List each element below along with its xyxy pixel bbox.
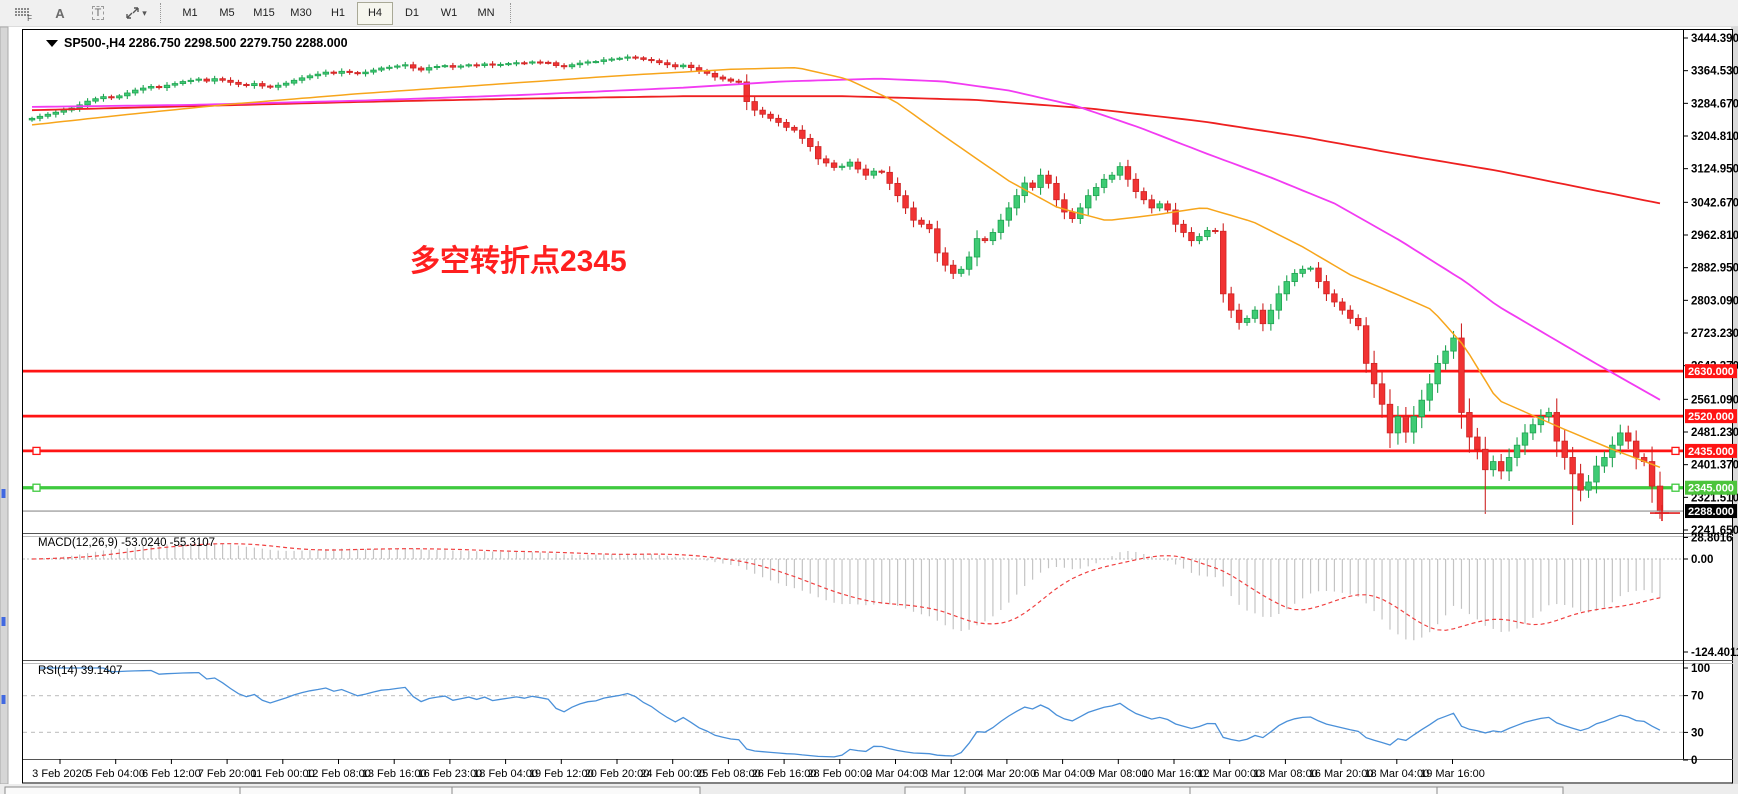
letter-a-icon: A xyxy=(55,5,65,21)
text-label-tool-button[interactable]: A xyxy=(42,2,78,25)
rsi-panel: 100 70 30 0 xyxy=(23,663,1710,767)
svg-text:2435.000: 2435.000 xyxy=(1688,446,1734,458)
svg-text:19 Mar 16:00: 19 Mar 16:00 xyxy=(1420,768,1485,780)
svg-text:3 Feb 2020: 3 Feb 2020 xyxy=(32,768,88,780)
svg-text:19 Feb 12:00: 19 Feb 12:00 xyxy=(529,768,594,780)
annotation-text[interactable]: 多空转折点2345 xyxy=(410,245,627,278)
ma-slow-red xyxy=(31,95,1661,205)
chevron-down-icon: ▾ xyxy=(142,7,147,18)
timeframe-button-h4[interactable]: H4 xyxy=(357,1,393,25)
svg-text:2962.810: 2962.810 xyxy=(1691,230,1738,242)
rsi-label: RSI(14) 39.1407 xyxy=(38,665,122,677)
timeframe-button-mn[interactable]: MN xyxy=(477,7,495,19)
svg-text:30: 30 xyxy=(1691,727,1704,739)
svg-text:2481.230: 2481.230 xyxy=(1691,427,1738,439)
price-badges: 2630.000 2520.000 2435.000 2345.000 2288.000 xyxy=(1685,364,1737,519)
svg-text:24 Feb 00:00: 24 Feb 00:00 xyxy=(640,768,705,780)
diagonal-arrows-icon xyxy=(126,7,139,19)
candlesticks xyxy=(28,54,1664,525)
svg-text:3444.390: 3444.390 xyxy=(1691,33,1738,45)
svg-text:13 Mar 08:00: 13 Mar 08:00 xyxy=(1253,768,1318,780)
symbol-dropdown-triangle[interactable] xyxy=(46,40,58,47)
svg-text:16 Feb 23:00: 16 Feb 23:00 xyxy=(417,768,482,780)
timeframe-button-w1[interactable]: W1 xyxy=(440,7,458,19)
ma-fast-orange xyxy=(31,66,1661,469)
timeframe-button-d1[interactable]: D1 xyxy=(404,7,420,19)
svg-text:2345.000: 2345.000 xyxy=(1688,483,1734,495)
bottom-tab-1[interactable] xyxy=(4,786,701,794)
svg-text:2630.000: 2630.000 xyxy=(1688,366,1734,378)
svg-text:6 Mar 04:00: 6 Mar 04:00 xyxy=(1033,768,1092,780)
moving-averages xyxy=(31,66,1661,469)
arrows-tool-button[interactable]: ▾ xyxy=(118,2,154,25)
text-tool-button[interactable]: T xyxy=(80,2,116,25)
svg-text:3 Mar 12:00: 3 Mar 12:00 xyxy=(922,768,981,780)
svg-text:3284.670: 3284.670 xyxy=(1691,98,1738,110)
timeframe-button-m15[interactable]: M15 xyxy=(253,7,275,19)
timeframe-button-m30[interactable]: M30 xyxy=(290,7,312,19)
svg-text:7 Feb 20:00: 7 Feb 20:00 xyxy=(198,768,257,780)
svg-text:12 Feb 08:00: 12 Feb 08:00 xyxy=(306,768,371,780)
chart-title: SP500-,H4 2286.750 2298.500 2279.750 228… xyxy=(64,36,348,50)
svg-text:5 Feb 04:00: 5 Feb 04:00 xyxy=(86,768,145,780)
toolbar: F A T ▾ M1 M5 M15 M30 H1 H4 D1 W1 MN xyxy=(0,0,1738,27)
macd-label: MACD(12,26,9) -53.0240 -55.3107 xyxy=(38,537,215,549)
svg-text:0: 0 xyxy=(1691,755,1697,767)
svg-text:13 Feb 16:00: 13 Feb 16:00 xyxy=(362,768,427,780)
svg-text:2321.510: 2321.510 xyxy=(1691,492,1738,504)
svg-text:6 Feb 12:00: 6 Feb 12:00 xyxy=(142,768,201,780)
svg-text:26 Feb 16:00: 26 Feb 16:00 xyxy=(752,768,817,780)
svg-text:3364.530: 3364.530 xyxy=(1691,66,1738,78)
svg-text:2520.000: 2520.000 xyxy=(1688,411,1734,423)
svg-text:20 Feb 20:00: 20 Feb 20:00 xyxy=(585,768,650,780)
svg-text:3042.670: 3042.670 xyxy=(1691,197,1738,209)
svg-text:3204.810: 3204.810 xyxy=(1691,131,1738,143)
svg-text:2241.650: 2241.650 xyxy=(1691,525,1738,537)
dot-grid-icon: F xyxy=(14,6,32,23)
toolbar-separator xyxy=(160,3,166,23)
timeframe-button-group: M1 M5 M15 M30 H1 H4 D1 W1 MN xyxy=(172,1,504,25)
svg-text:11 Feb 00:00: 11 Feb 00:00 xyxy=(251,768,315,780)
grid-pattern-icon[interactable]: F xyxy=(4,2,40,25)
svg-text:2803.090: 2803.090 xyxy=(1691,295,1738,307)
svg-text:2401.370: 2401.370 xyxy=(1691,460,1738,472)
letter-t-boxed-icon: T xyxy=(91,6,105,20)
macd-axis: 28.8016 0.00 -124.4011 xyxy=(1683,532,1738,659)
toolbar-separator xyxy=(510,3,516,23)
svg-text:12 Mar 00:00: 12 Mar 00:00 xyxy=(1197,768,1262,780)
svg-text:2561.090: 2561.090 xyxy=(1691,394,1738,406)
svg-text:2723.230: 2723.230 xyxy=(1691,328,1738,340)
svg-text:10 Mar 16:00: 10 Mar 16:00 xyxy=(1142,768,1207,780)
svg-text:18 Mar 04:00: 18 Mar 04:00 xyxy=(1364,768,1429,780)
macd-panel xyxy=(23,542,1683,641)
macd-signal-line xyxy=(31,543,1661,631)
svg-text:70: 70 xyxy=(1691,691,1704,703)
svg-text:0.00: 0.00 xyxy=(1691,554,1713,566)
svg-text:4 Mar 20:00: 4 Mar 20:00 xyxy=(978,768,1037,780)
chart-window-frame xyxy=(0,26,1738,794)
svg-text:2288.000: 2288.000 xyxy=(1688,506,1734,518)
svg-text:25 Feb 08:00: 25 Feb 08:00 xyxy=(696,768,761,780)
timeframe-button-h1[interactable]: H1 xyxy=(330,7,346,19)
svg-text:18 Feb 04:00: 18 Feb 04:00 xyxy=(473,768,538,780)
timeframe-button-m1[interactable]: M1 xyxy=(182,7,198,19)
bottom-tab-2[interactable] xyxy=(904,786,1564,794)
svg-text:3124.950: 3124.950 xyxy=(1691,164,1738,176)
svg-text:28.8016: 28.8016 xyxy=(1691,532,1733,544)
bottom-tab-strip[interactable] xyxy=(0,784,1738,794)
timeframe-button-m5[interactable]: M5 xyxy=(219,7,235,19)
svg-text:2 Mar 04:00: 2 Mar 04:00 xyxy=(866,768,925,780)
svg-text:28 Feb 00:00: 28 Feb 00:00 xyxy=(807,768,872,780)
sell-marker xyxy=(1650,505,1680,522)
svg-text:16 Mar 20:00: 16 Mar 20:00 xyxy=(1309,768,1374,780)
svg-text:9 Mar 08:00: 9 Mar 08:00 xyxy=(1089,768,1148,780)
rsi-line xyxy=(39,667,1661,758)
svg-text:2882.950: 2882.950 xyxy=(1691,263,1738,275)
svg-text:100: 100 xyxy=(1691,663,1710,675)
svg-text:-124.4011: -124.4011 xyxy=(1691,647,1738,659)
